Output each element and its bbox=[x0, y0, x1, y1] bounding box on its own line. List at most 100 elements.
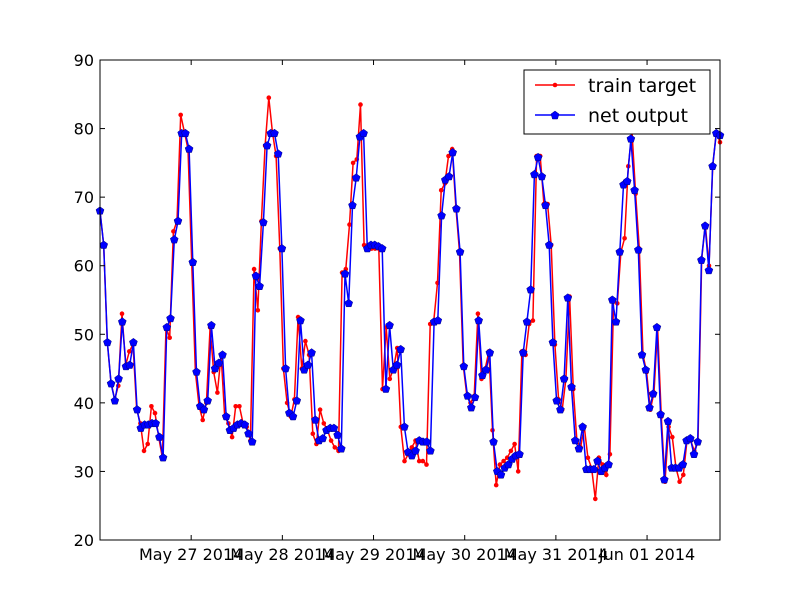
y-tick-label: 60 bbox=[74, 257, 94, 276]
data-point-net-output bbox=[615, 247, 625, 256]
data-point-train-target bbox=[251, 266, 257, 272]
data-point-net-output bbox=[515, 449, 524, 458]
series-train-target bbox=[97, 95, 723, 502]
data-point-net-output bbox=[604, 460, 613, 469]
data-point-train-target bbox=[237, 404, 242, 409]
data-point-net-output bbox=[106, 379, 116, 388]
data-point-net-output bbox=[518, 348, 528, 357]
data-point-train-target bbox=[215, 390, 220, 395]
data-point-net-output bbox=[311, 415, 320, 424]
data-point-net-output bbox=[188, 257, 198, 266]
data-point-train-target bbox=[681, 472, 686, 478]
data-point-train-target bbox=[303, 338, 308, 344]
data-point-net-output bbox=[437, 211, 446, 220]
data-point-net-output bbox=[129, 337, 138, 347]
data-point-net-output bbox=[110, 396, 120, 405]
y-axis: 20 30 40 50 60 70 80 90 bbox=[74, 51, 720, 550]
data-point-net-output bbox=[392, 360, 402, 369]
data-point-net-output bbox=[359, 128, 368, 138]
data-point-net-output bbox=[251, 271, 261, 280]
data-point-net-output bbox=[192, 367, 201, 376]
data-point-net-output bbox=[448, 148, 457, 157]
legend-marker-train-target bbox=[552, 82, 558, 88]
data-point-train-target bbox=[119, 311, 125, 317]
data-point-train-target bbox=[141, 448, 147, 454]
data-point-net-output bbox=[207, 320, 216, 330]
data-point-net-output bbox=[626, 134, 636, 143]
data-point-net-output bbox=[645, 403, 654, 412]
data-point-net-output bbox=[686, 433, 695, 443]
data-point-net-output bbox=[426, 446, 435, 455]
data-point-train-target bbox=[416, 458, 422, 464]
y-tick-label: 20 bbox=[74, 531, 94, 550]
data-point-train-target bbox=[622, 236, 627, 241]
data-point-net-output bbox=[459, 361, 469, 371]
data-point-train-target bbox=[317, 407, 323, 413]
data-point-net-output bbox=[693, 437, 702, 446]
data-point-net-output bbox=[678, 460, 688, 469]
data-point-net-output bbox=[273, 149, 283, 158]
data-point-net-output bbox=[526, 285, 535, 294]
data-point-net-output bbox=[181, 128, 190, 138]
data-point-net-output bbox=[496, 470, 506, 479]
data-point-train-target bbox=[501, 458, 506, 464]
data-point-net-output bbox=[385, 320, 394, 330]
data-point-train-target bbox=[497, 462, 503, 467]
data-point-net-output bbox=[396, 344, 405, 354]
data-point-net-output bbox=[170, 235, 179, 244]
data-point-net-output bbox=[567, 382, 576, 391]
data-point-train-target bbox=[127, 349, 132, 354]
data-point-net-output bbox=[544, 240, 554, 249]
data-point-train-target bbox=[387, 376, 393, 382]
data-point-net-output bbox=[288, 412, 298, 421]
data-point-net-output bbox=[214, 358, 224, 367]
data-point-net-output bbox=[641, 365, 650, 374]
data-point-net-output bbox=[166, 313, 175, 323]
data-point-net-output bbox=[103, 337, 112, 347]
data-point-net-output bbox=[574, 444, 584, 453]
data-point-net-output bbox=[548, 337, 558, 347]
data-point-net-output bbox=[608, 295, 617, 304]
data-point-net-output bbox=[270, 128, 279, 138]
data-point-train-target bbox=[350, 160, 356, 166]
data-point-net-output bbox=[622, 176, 632, 186]
data-point-train-target bbox=[475, 311, 481, 317]
x-tick-label: May 31 2014 bbox=[504, 545, 608, 564]
data-point-train-target bbox=[233, 404, 238, 409]
data-point-train-target bbox=[512, 441, 517, 447]
data-point-net-output bbox=[470, 392, 480, 402]
data-point-net-output bbox=[247, 437, 257, 446]
plot-frame bbox=[99, 59, 721, 541]
data-point-net-output bbox=[660, 475, 669, 484]
data-point-net-output bbox=[244, 429, 253, 438]
data-point-net-output bbox=[433, 316, 443, 325]
legend: train target net output bbox=[523, 69, 711, 135]
data-point-net-output bbox=[537, 172, 547, 181]
legend-label-net-output: net output bbox=[588, 105, 688, 127]
data-point-net-output bbox=[578, 422, 587, 431]
data-point-net-output bbox=[697, 255, 706, 264]
data-point-train-target bbox=[604, 472, 609, 478]
y-tick-label: 80 bbox=[74, 120, 94, 139]
data-point-net-output bbox=[351, 173, 361, 182]
data-point-train-target bbox=[171, 229, 176, 234]
data-point-net-output bbox=[634, 245, 643, 254]
data-point-train-target bbox=[145, 441, 150, 447]
data-point-train-target bbox=[530, 318, 536, 323]
data-point-net-output bbox=[255, 281, 264, 290]
data-point-net-output bbox=[377, 244, 387, 253]
data-point-net-output bbox=[184, 144, 194, 153]
y-tick-label: 70 bbox=[74, 188, 94, 207]
data-point-train-target bbox=[508, 448, 514, 454]
data-point-net-output bbox=[656, 409, 665, 419]
x-tick-label: May 28 2014 bbox=[230, 545, 334, 564]
data-point-net-output bbox=[155, 432, 164, 441]
data-point-net-output bbox=[199, 405, 209, 414]
data-point-net-output bbox=[533, 152, 543, 162]
data-point-net-output bbox=[589, 464, 599, 474]
data-point-train-target bbox=[593, 496, 598, 502]
data-point-net-output bbox=[277, 244, 287, 253]
data-point-net-output bbox=[455, 247, 465, 256]
data-point-train-target bbox=[200, 417, 205, 423]
